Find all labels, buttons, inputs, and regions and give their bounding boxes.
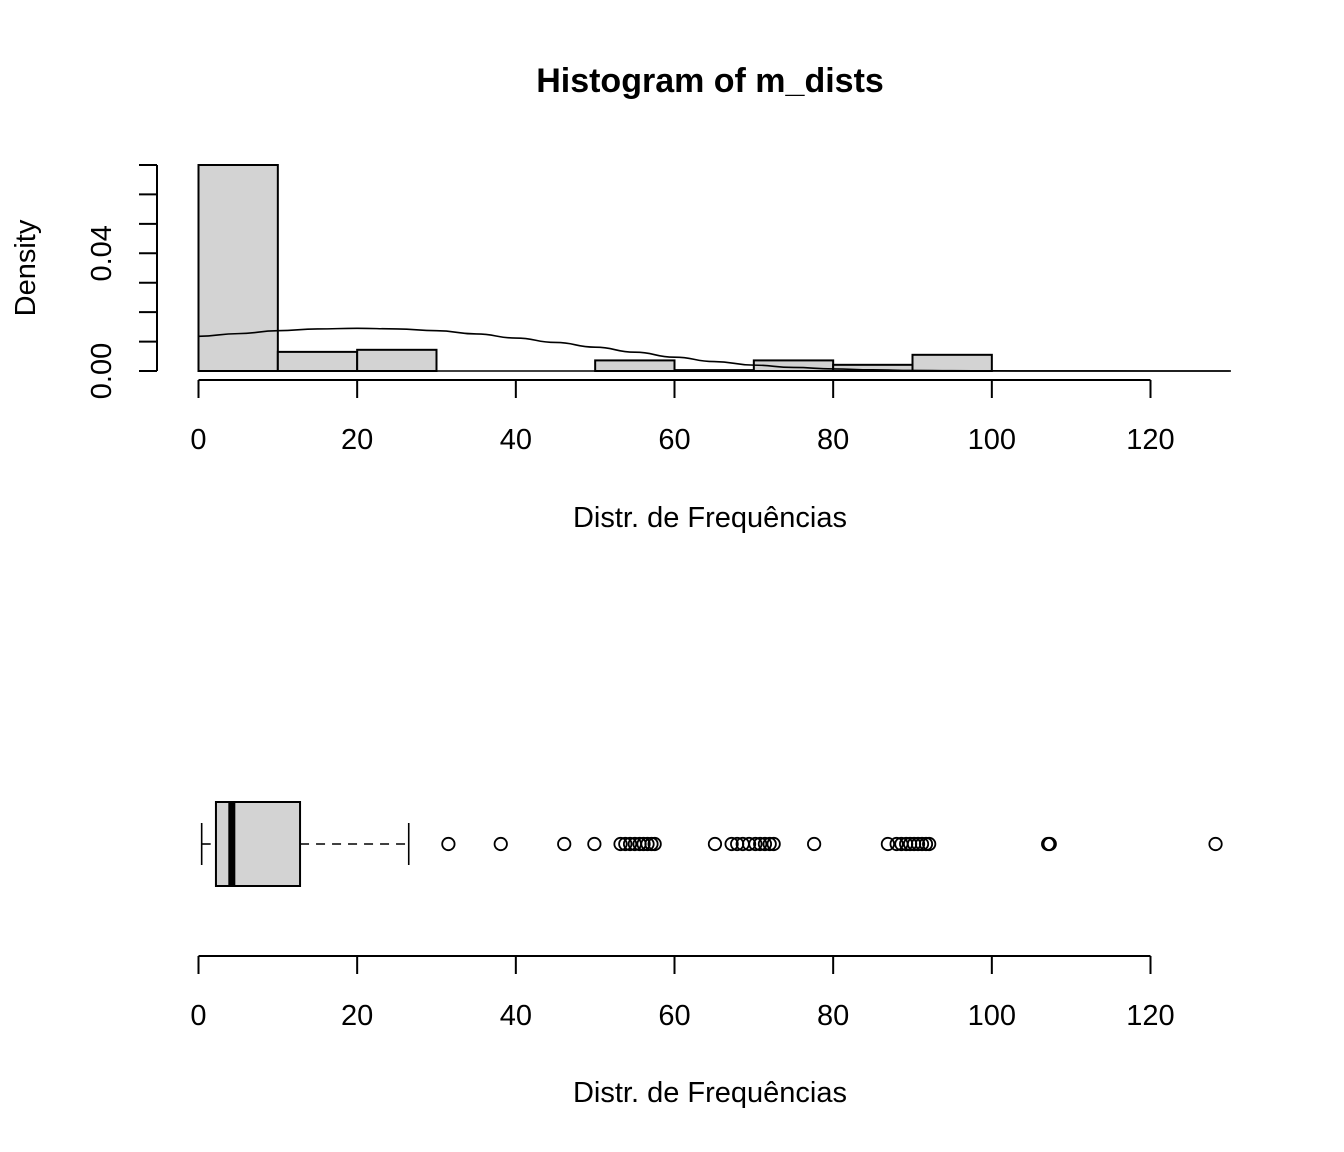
outlier-point: [647, 836, 662, 852]
x-tick-label: 80: [817, 1000, 849, 1032]
histogram-bar: [276, 350, 359, 372]
outlier-point: [618, 836, 633, 852]
x-tick-label: 100: [968, 1000, 1016, 1032]
x-tick-label: 40: [500, 1000, 532, 1032]
histogram-panel: Histogram of m_dists Density Distr. de F…: [10, 62, 1231, 534]
x-tick-label: 80: [817, 424, 849, 456]
outlier-point: [587, 836, 602, 852]
outlier-point: [613, 836, 628, 852]
outlier-point: [493, 836, 508, 852]
histogram-bar: [356, 348, 438, 373]
x-tick-label: 120: [1126, 1000, 1174, 1032]
outlier-point: [1208, 836, 1223, 852]
density-curve-group: [198, 327, 1231, 372]
histogram-y-axis-label: Density: [10, 219, 42, 316]
outlier-point: [910, 836, 926, 852]
outlier-point: [741, 836, 757, 852]
histogram-y-axis: 0.00 0.04: [86, 164, 158, 399]
boxplot-outliers: [441, 836, 1223, 852]
boxplot-group: [200, 801, 410, 887]
x-tick-label: 100: [968, 424, 1016, 456]
x-tick-label: 120: [1126, 424, 1174, 456]
outlier-point: [724, 836, 739, 852]
outlier-point: [889, 836, 904, 852]
histogram-title: Histogram of m_dists: [536, 62, 884, 100]
x-tick-label: 60: [658, 1000, 690, 1032]
outlier-point: [707, 836, 723, 852]
histogram-bar: [594, 359, 676, 372]
outlier-point: [807, 836, 822, 852]
outlier-point: [640, 836, 655, 852]
outlier-point: [880, 836, 896, 852]
x-tick-label: 0: [190, 1000, 206, 1032]
histogram-x-axis: 0 20 40 60 80 100 120: [190, 379, 1175, 456]
outlier-point: [922, 836, 937, 852]
y-tick-label: 0.04: [86, 225, 118, 281]
outlier-point: [557, 836, 572, 852]
boxplot-panel: 0 20 40 60 80 100 120 Distr. de Frequências: [190, 801, 1223, 1109]
x-tick-label: 20: [341, 1000, 373, 1032]
y-tick-label: 0.00: [86, 343, 118, 399]
outlier-point: [766, 836, 781, 852]
outlier-point: [748, 836, 763, 852]
outlier-point: [1042, 836, 1057, 852]
outlier-point: [914, 836, 930, 852]
histogram-bar: [197, 164, 279, 372]
outlier-point: [636, 836, 651, 852]
x-tick-label: 60: [658, 424, 690, 456]
x-tick-label: 20: [341, 424, 373, 456]
histogram-bar: [911, 353, 993, 373]
outlier-point: [622, 836, 638, 852]
histogram-bars: [197, 164, 993, 373]
outlier-point: [762, 836, 777, 852]
outlier-point: [441, 836, 456, 852]
outlier-point: [753, 836, 768, 852]
x-tick-label: 0: [190, 424, 206, 456]
boxplot-x-axis: 0 20 40 60 80 100 120: [190, 955, 1175, 1032]
boxplot-x-axis-label: Distr. de Frequências: [573, 1077, 847, 1109]
x-tick-label: 40: [500, 424, 532, 456]
histogram-x-axis-label: Distr. de Frequências: [573, 502, 847, 534]
outlier-point: [757, 836, 773, 852]
